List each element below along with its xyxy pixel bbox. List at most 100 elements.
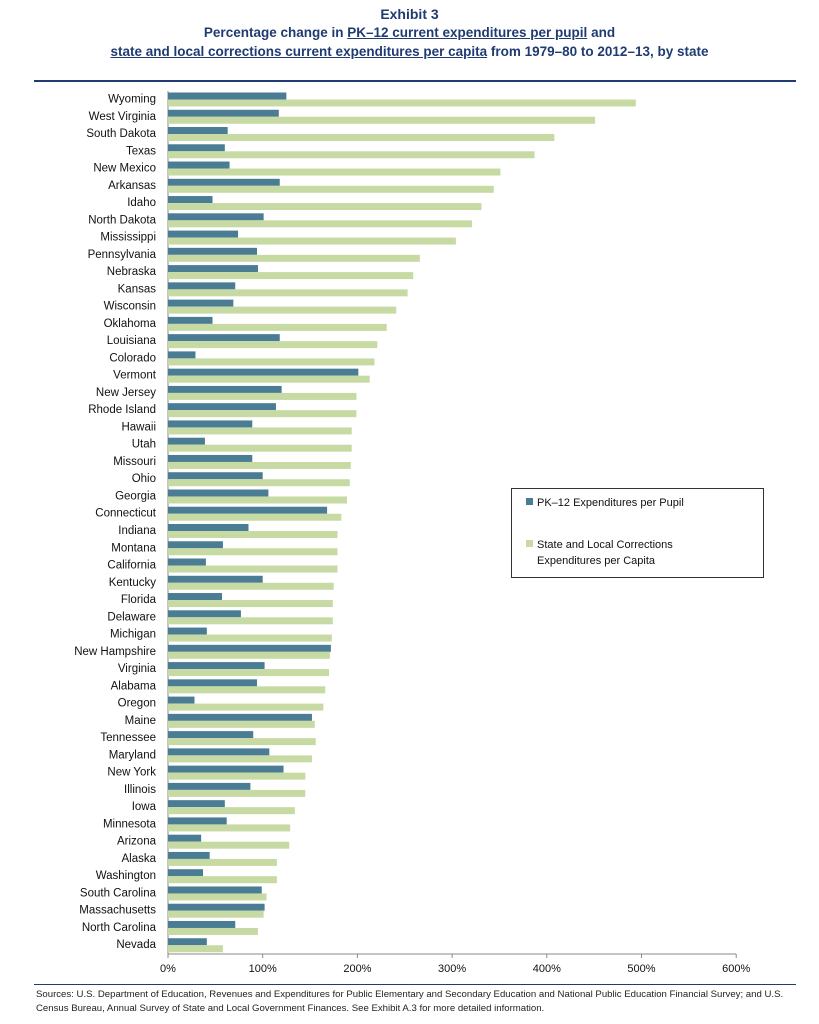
bar-corrections-tennessee: [168, 738, 316, 746]
category-label-west-virginia: West Virginia: [89, 111, 157, 123]
category-label-minnesota: Minnesota: [103, 818, 157, 830]
bar-corrections-north-carolina: [168, 927, 258, 935]
bar-pk12-new-york: [168, 765, 284, 773]
bar-pk12-connecticut: [168, 506, 328, 514]
category-label-maine: Maine: [125, 715, 156, 727]
category-label-texas: Texas: [126, 145, 156, 157]
category-label-massachusetts: Massachusetts: [79, 905, 156, 917]
category-label-south-carolina: South Carolina: [80, 887, 157, 899]
chart-header: Exhibit 3 Percentage change in PK–12 cur…: [0, 6, 819, 61]
x-tick-label-200: 200%: [343, 963, 371, 975]
bar-pk12-new-jersey: [168, 385, 282, 393]
category-label-washington: Washington: [96, 870, 156, 882]
bar-pk12-arkansas: [168, 178, 280, 186]
bar-pk12-illinois: [168, 782, 251, 790]
bar-corrections-nevada: [168, 945, 223, 953]
category-label-idaho: Idaho: [127, 197, 156, 209]
legend-swatch-corrections: [526, 540, 533, 547]
bar-corrections-missouri: [168, 461, 351, 469]
bar-corrections-alaska: [168, 858, 277, 866]
bar-corrections-pennsylvania: [168, 254, 420, 262]
x-tick-label-0: 0%: [160, 963, 176, 975]
category-label-kansas: Kansas: [118, 283, 157, 295]
category-label-illinois: Illinois: [124, 784, 156, 796]
category-label-mississippi: Mississippi: [100, 232, 156, 244]
bar-corrections-arkansas: [168, 185, 494, 193]
bar-corrections-georgia: [168, 496, 347, 504]
category-label-virginia: Virginia: [118, 663, 157, 675]
bar-pk12-louisiana: [168, 334, 280, 342]
bar-corrections-south-dakota: [168, 134, 555, 142]
bar-corrections-colorado: [168, 358, 375, 366]
category-label-new-york: New York: [107, 767, 156, 779]
bar-pk12-maine: [168, 713, 312, 721]
bar-corrections-texas: [168, 151, 535, 159]
bar-corrections-kentucky: [168, 582, 334, 590]
bar-corrections-connecticut: [168, 513, 342, 521]
exhibit-label: Exhibit 3: [380, 6, 439, 22]
bar-pk12-nebraska: [168, 265, 258, 273]
bar-pk12-north-carolina: [168, 920, 236, 928]
bar-pk12-maryland: [168, 748, 270, 756]
bar-pk12-colorado: [168, 351, 196, 359]
category-label-north-carolina: North Carolina: [82, 922, 157, 934]
bar-corrections-new-mexico: [168, 168, 501, 176]
bar-pk12-alaska: [168, 851, 210, 859]
bar-pk12-west-virginia: [168, 109, 279, 117]
bar-pk12-missouri: [168, 454, 253, 462]
bar-corrections-iowa: [168, 807, 295, 815]
category-label-indiana: Indiana: [118, 525, 156, 537]
bar-corrections-new-hampshire: [168, 651, 330, 659]
title-prefix: Percentage change in: [203, 25, 348, 40]
bar-pk12-texas: [168, 144, 225, 152]
category-label-north-dakota: North Dakota: [88, 214, 156, 226]
bar-pk12-tennessee: [168, 731, 254, 739]
bar-pk12-georgia: [168, 489, 269, 497]
bar-corrections-idaho: [168, 203, 482, 211]
bar-pk12-alabama: [168, 679, 258, 687]
category-label-oklahoma: Oklahoma: [104, 318, 157, 330]
title-link-pk12: PK–12 current expenditures per pupil: [347, 25, 588, 40]
bar-corrections-north-dakota: [168, 220, 472, 228]
category-label-pennsylvania: Pennsylvania: [88, 249, 157, 261]
category-label-connecticut: Connecticut: [95, 508, 157, 520]
bar-corrections-delaware: [168, 617, 333, 625]
x-tick-label-400: 400%: [533, 963, 561, 975]
bar-corrections-maryland: [168, 755, 312, 763]
header-rule: [34, 80, 796, 82]
category-label-arkansas: Arkansas: [108, 180, 156, 192]
category-label-florida: Florida: [121, 594, 157, 606]
bar-pk12-wyoming: [168, 92, 287, 100]
bar-pk12-new-mexico: [168, 161, 230, 169]
bar-pk12-iowa: [168, 800, 225, 808]
bar-corrections-utah: [168, 444, 352, 452]
bar-corrections-massachusetts: [168, 910, 264, 918]
category-label-south-dakota: South Dakota: [86, 128, 156, 140]
bar-pk12-utah: [168, 437, 205, 445]
bar-corrections-nebraska: [168, 272, 414, 280]
footer-rule: [34, 984, 796, 985]
bar-pk12-minnesota: [168, 817, 227, 825]
bar-pk12-indiana: [168, 524, 249, 531]
category-label-maryland: Maryland: [109, 749, 156, 761]
bar-corrections-montana: [168, 548, 338, 556]
bar-pk12-virginia: [168, 662, 265, 670]
title-link-corrections: state and local corrections current expe…: [110, 44, 488, 59]
bar-corrections-wisconsin: [168, 306, 397, 314]
bar-corrections-oklahoma: [168, 323, 387, 331]
bar-corrections-arizona: [168, 841, 290, 849]
category-label-alabama: Alabama: [111, 680, 157, 692]
bar-pk12-kentucky: [168, 575, 263, 583]
category-label-alaska: Alaska: [121, 853, 156, 865]
chart-title-line-1: Percentage change in PK–12 current expen…: [0, 23, 819, 42]
category-label-utah: Utah: [132, 439, 156, 451]
bar-pk12-ohio: [168, 472, 263, 480]
x-tick-label-300: 300%: [438, 963, 466, 975]
bar-pk12-california: [168, 558, 206, 566]
bar-pk12-new-hampshire: [168, 644, 331, 652]
bar-pk12-oklahoma: [168, 316, 213, 324]
bar-corrections-michigan: [168, 634, 332, 642]
bar-corrections-vermont: [168, 375, 370, 383]
legend-label-corrections-line-1: State and Local Corrections: [537, 539, 673, 551]
bar-corrections-new-jersey: [168, 392, 357, 400]
